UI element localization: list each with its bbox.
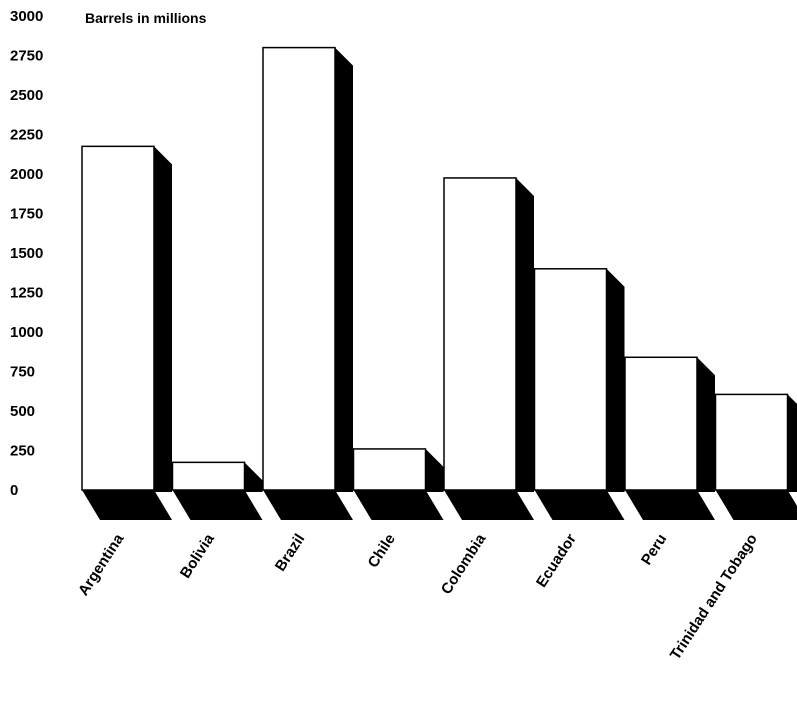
y-tick-label: 3000 — [10, 8, 43, 25]
bar-side — [244, 462, 263, 492]
y-axis-ticks: 0 250 500 750 1000 1250 1500 1750 2000 2250 2500 27… — [10, 8, 43, 499]
bar-floor-shadow — [534, 490, 625, 520]
bar-floor-shadow — [353, 490, 444, 520]
bar-group — [262, 46, 353, 520]
bar-side — [425, 448, 444, 492]
y-tick-label: 1000 — [10, 324, 43, 341]
y-tick-label: 2250 — [10, 127, 43, 144]
bar-group — [624, 356, 715, 520]
y-tick-label: 500 — [10, 403, 35, 420]
bar-group — [81, 145, 172, 520]
bar — [624, 356, 698, 491]
category-label: Colombia — [438, 530, 490, 597]
y-tick-label: 1750 — [10, 206, 43, 223]
bar-floor-shadow — [444, 490, 534, 520]
y-tick-label: 2000 — [10, 166, 43, 183]
bar-side — [787, 394, 797, 492]
bar-side — [606, 268, 625, 492]
bar-floor-shadow — [172, 490, 263, 520]
bar — [714, 393, 789, 491]
y-tick-label: 750 — [10, 364, 35, 381]
bar — [533, 268, 608, 491]
bar-floor-shadow — [82, 490, 172, 520]
bar — [443, 177, 517, 491]
bars — [81, 46, 797, 520]
bar-side — [516, 177, 534, 492]
bar — [81, 145, 155, 491]
bar — [171, 461, 246, 491]
bar-floor-shadow — [625, 490, 715, 520]
bar — [262, 46, 336, 491]
bar-floor-shadow — [263, 490, 353, 520]
bar-group — [533, 268, 625, 520]
y-tick-label: 2500 — [10, 87, 43, 104]
bar-floor-shadow — [715, 490, 797, 520]
bar-group — [714, 393, 797, 520]
y-tick-label: 250 — [10, 443, 35, 460]
category-label: Chile — [365, 531, 399, 571]
bar-group — [352, 448, 444, 520]
category-label: Bolivia — [177, 530, 218, 581]
bar-side — [154, 146, 172, 492]
bar — [352, 448, 427, 491]
y-tick-label: 1250 — [10, 285, 43, 302]
bar-group — [443, 177, 534, 520]
category-label: Ecuador — [533, 531, 580, 591]
y-tick-label: 1500 — [10, 245, 43, 262]
unit-label: Barrels in millions — [85, 10, 207, 26]
category-labels: Argentina Bolivia Brazil Chile Colombia Ecuad… — [75, 530, 761, 663]
category-label: Trinidad and Tobago — [667, 531, 761, 663]
y-tick-label: 2750 — [10, 48, 43, 65]
y-tick-label: 0 — [10, 482, 18, 499]
bar-side — [335, 47, 353, 492]
category-label: Brazil — [272, 531, 309, 575]
bar-side — [697, 357, 715, 492]
bar-group — [171, 461, 263, 520]
category-label: Argentina — [75, 530, 128, 599]
category-label: Peru — [638, 531, 670, 568]
